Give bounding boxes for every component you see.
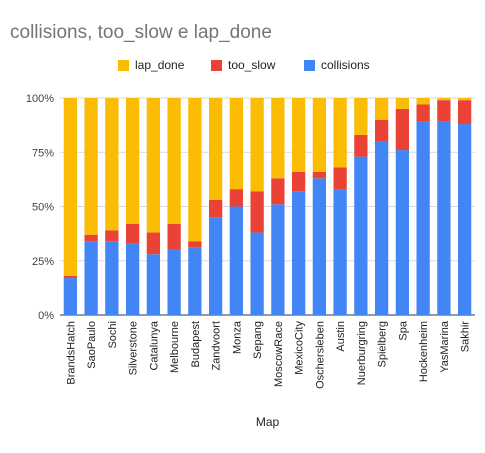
x-axis-title: Map bbox=[256, 415, 280, 429]
bar-segment-collisions bbox=[374, 141, 389, 315]
y-tick-label: 50% bbox=[32, 202, 54, 214]
bar-segment-lap-done bbox=[271, 98, 285, 179]
x-tick-label: MexicoCity bbox=[294, 321, 306, 375]
bar-segment-collisions bbox=[312, 178, 327, 315]
x-tick-label: Hockenheim bbox=[418, 321, 430, 382]
bar-segment-lap-done bbox=[333, 98, 347, 168]
x-tick-label: YasMarina bbox=[439, 320, 451, 373]
x-tick-label: Nuerburgring bbox=[356, 321, 368, 385]
bar-segment-collisions bbox=[457, 124, 472, 315]
bar-segment-lap-done bbox=[229, 98, 244, 190]
bar-segment-too-slow bbox=[229, 189, 244, 207]
bar-segment-collisions bbox=[437, 121, 451, 316]
chart-title: collisions, too_slow e lap_done bbox=[10, 22, 272, 43]
bar-segment-collisions bbox=[416, 121, 430, 316]
bar-segment-too-slow bbox=[63, 275, 78, 279]
bar-segment-lap-done bbox=[437, 98, 451, 101]
legend-label-lap-done: lap_done bbox=[135, 58, 185, 72]
x-tick-label: MoscowRace bbox=[273, 321, 285, 387]
x-tick-label: Zandvoort bbox=[211, 321, 223, 371]
x-tick-label: Spa bbox=[397, 320, 409, 340]
x-tick-label: Spielberg bbox=[377, 321, 389, 367]
x-tick-label: Oschersleben bbox=[314, 321, 326, 389]
bar-segment-too-slow bbox=[146, 232, 161, 255]
bar-segment-lap-done bbox=[291, 98, 306, 172]
y-tick-label: 25% bbox=[32, 256, 54, 268]
bar-segment-collisions bbox=[291, 191, 306, 315]
bar-segment-lap-done bbox=[457, 98, 472, 101]
x-tick-label: Budapest bbox=[190, 321, 202, 367]
bar-segment-collisions bbox=[105, 241, 119, 315]
bar-segment-collisions bbox=[333, 189, 347, 315]
bar-segment-too-slow bbox=[395, 108, 410, 151]
bar-segment-collisions bbox=[354, 156, 368, 315]
x-tick-label: Monza bbox=[231, 320, 243, 354]
bar-segment-lap-done bbox=[312, 98, 327, 172]
x-tick-label: Sochi bbox=[107, 321, 119, 349]
bar-segment-too-slow bbox=[125, 223, 140, 244]
legend-label-too-slow: too_slow bbox=[228, 58, 276, 72]
bar-segment-too-slow bbox=[354, 134, 368, 157]
bar-segment-lap-done bbox=[250, 98, 264, 192]
bar-segment-lap-done bbox=[105, 98, 119, 231]
legend-label-collisions: collisions bbox=[321, 58, 370, 72]
x-tick-label: Melbourne bbox=[169, 321, 181, 373]
bar-segment-collisions bbox=[208, 217, 223, 315]
bar-segment-too-slow bbox=[208, 199, 223, 218]
y-tick-label: 0% bbox=[38, 310, 54, 322]
bar-segment-too-slow bbox=[437, 100, 451, 122]
bar-segment-collisions bbox=[125, 243, 140, 315]
x-tick-label: Sepang bbox=[252, 321, 264, 359]
axis-layer: 0% 25% 50% 75% 100% BrandsHatch SaoPaulo Sochi S… bbox=[26, 93, 472, 429]
bar-segment-lap-done bbox=[354, 98, 368, 135]
bar-segment-lap-done bbox=[395, 98, 410, 109]
bar-segment-too-slow bbox=[188, 241, 202, 248]
bar-layer bbox=[63, 98, 472, 316]
bar-segment-lap-done bbox=[146, 98, 161, 233]
x-tick-label: Sakhir bbox=[460, 321, 472, 353]
legend: lap_done too_slow collisions bbox=[118, 58, 370, 72]
bar-segment-lap-done bbox=[416, 98, 430, 105]
bar-segment-too-slow bbox=[167, 223, 181, 250]
bar-segment-too-slow bbox=[312, 171, 327, 179]
bar-segment-collisions bbox=[271, 204, 285, 315]
bar-segment-too-slow bbox=[105, 230, 119, 242]
bar-segment-lap-done bbox=[167, 98, 181, 224]
x-tick-label: BrandsHatch bbox=[65, 321, 77, 385]
legend-swatch-lap-done bbox=[118, 60, 129, 71]
bar-segment-collisions bbox=[395, 150, 410, 315]
bar-segment-too-slow bbox=[374, 119, 389, 142]
bar-segment-too-slow bbox=[416, 104, 430, 122]
y-tick-label: 75% bbox=[32, 147, 54, 159]
bar-segment-lap-done bbox=[208, 98, 223, 200]
bar-segment-lap-done bbox=[125, 98, 140, 224]
bar-segment-collisions bbox=[63, 278, 78, 315]
bar-segment-lap-done bbox=[84, 98, 98, 235]
bar-segment-lap-done bbox=[188, 98, 202, 242]
bar-segment-lap-done bbox=[63, 98, 78, 276]
bar-segment-too-slow bbox=[457, 100, 472, 125]
grid-lines bbox=[60, 97, 475, 316]
y-tick-label: 100% bbox=[26, 93, 54, 105]
bar-segment-too-slow bbox=[84, 234, 98, 242]
x-tick-label: Austin bbox=[335, 321, 347, 352]
bar-segment-too-slow bbox=[271, 178, 285, 205]
bar-segment-collisions bbox=[84, 241, 98, 315]
x-tick-label: Catalunya bbox=[148, 320, 160, 370]
x-tick-label: SaoPaulo bbox=[86, 321, 98, 369]
legend-swatch-too-slow bbox=[211, 60, 222, 71]
bar-segment-too-slow bbox=[333, 167, 347, 190]
x-tick-label: Silverstone bbox=[128, 321, 140, 375]
bar-segment-collisions bbox=[188, 247, 202, 315]
bar-segment-collisions bbox=[167, 249, 181, 315]
bar-segment-collisions bbox=[250, 232, 264, 315]
bar-segment-too-slow bbox=[250, 191, 264, 233]
bar-segment-collisions bbox=[146, 254, 161, 315]
bar-segment-lap-done bbox=[374, 98, 389, 120]
legend-swatch-collisions bbox=[304, 60, 315, 71]
bar-segment-too-slow bbox=[291, 171, 306, 192]
bar-segment-collisions bbox=[229, 206, 244, 315]
